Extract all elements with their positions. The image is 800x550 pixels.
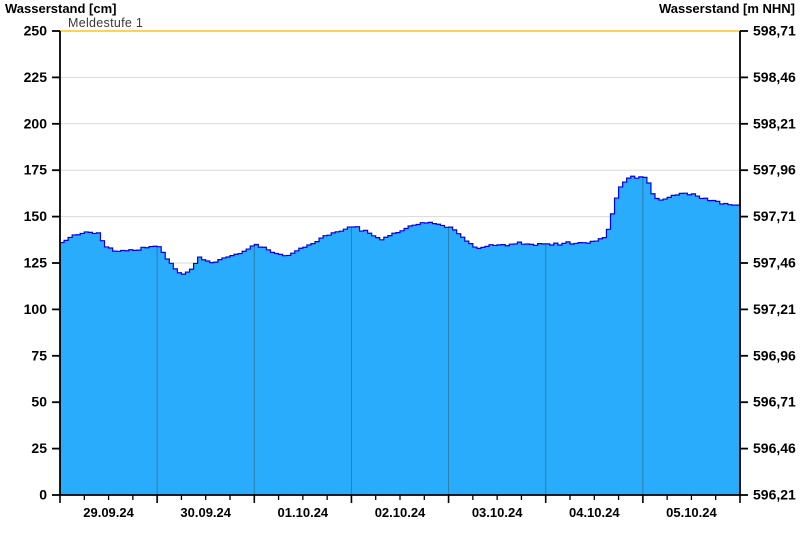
svg-text:05.10.24: 05.10.24 <box>666 505 717 520</box>
svg-text:50: 50 <box>31 394 47 410</box>
svg-text:Meldestufe 1: Meldestufe 1 <box>68 16 143 30</box>
svg-text:01.10.24: 01.10.24 <box>278 505 329 520</box>
svg-text:30.09.24: 30.09.24 <box>180 505 231 520</box>
svg-text:175: 175 <box>24 162 48 178</box>
svg-text:150: 150 <box>24 208 48 224</box>
svg-text:125: 125 <box>24 255 48 271</box>
svg-text:250: 250 <box>24 23 48 39</box>
svg-text:200: 200 <box>24 115 48 131</box>
svg-text:597,96: 597,96 <box>753 162 796 178</box>
svg-text:597,71: 597,71 <box>753 208 796 224</box>
svg-text:Wasserstand [m NHN]: Wasserstand [m NHN] <box>659 1 795 16</box>
svg-text:596,96: 596,96 <box>753 347 796 363</box>
svg-text:0: 0 <box>39 487 47 503</box>
svg-text:596,71: 596,71 <box>753 394 796 410</box>
svg-text:596,46: 596,46 <box>753 440 796 456</box>
svg-text:597,21: 597,21 <box>753 301 796 317</box>
svg-text:225: 225 <box>24 69 48 85</box>
svg-text:100: 100 <box>24 301 48 317</box>
svg-text:596,21: 596,21 <box>753 487 796 503</box>
svg-text:Wasserstand [cm]: Wasserstand [cm] <box>5 1 117 16</box>
svg-text:598,46: 598,46 <box>753 69 796 85</box>
svg-text:25: 25 <box>31 440 47 456</box>
svg-text:75: 75 <box>31 347 47 363</box>
svg-text:03.10.24: 03.10.24 <box>472 505 523 520</box>
svg-text:597,46: 597,46 <box>753 255 796 271</box>
svg-text:04.10.24: 04.10.24 <box>569 505 620 520</box>
svg-text:29.09.24: 29.09.24 <box>83 505 134 520</box>
svg-text:02.10.24: 02.10.24 <box>375 505 426 520</box>
svg-text:598,71: 598,71 <box>753 23 796 39</box>
svg-text:598,21: 598,21 <box>753 115 796 131</box>
